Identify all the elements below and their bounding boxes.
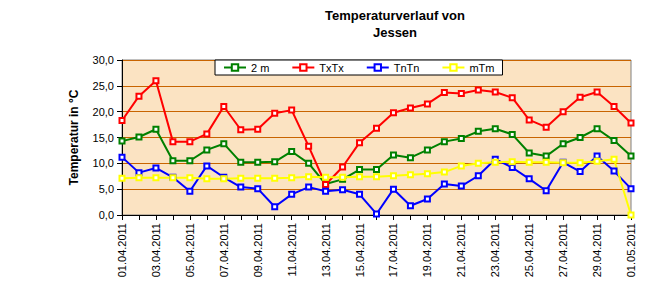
svg-text:5,0: 5,0 [99,183,114,195]
svg-text:TxTx: TxTx [319,62,344,74]
svg-text:01.04.2011: 01.04.2011 [116,223,128,277]
svg-text:27.04.2011: 27.04.2011 [557,223,569,277]
svg-text:10,0: 10,0 [93,157,114,169]
svg-text:Jessen: Jessen [373,25,417,40]
svg-text:29.04.2011: 29.04.2011 [591,223,603,277]
svg-text:21.04.2011: 21.04.2011 [455,223,467,277]
svg-text:13.04.2011: 13.04.2011 [320,223,332,277]
svg-text:Temperaturverlauf von: Temperaturverlauf von [325,8,465,23]
svg-text:0,0: 0,0 [99,209,114,221]
svg-text:07.04.2011: 07.04.2011 [218,223,230,277]
svg-text:TnTn: TnTn [394,62,420,74]
svg-text:01.05.2011: 01.05.2011 [625,223,637,277]
svg-text:30,0: 30,0 [93,54,114,66]
svg-text:mTm: mTm [469,62,494,74]
svg-text:05.04.2011: 05.04.2011 [184,223,196,277]
svg-text:15,0: 15,0 [93,132,114,144]
svg-text:11.04.2011: 11.04.2011 [286,223,298,276]
svg-text:09.04.2011: 09.04.2011 [252,223,264,277]
svg-text:Temperatur in °C: Temperatur in °C [67,89,81,185]
svg-text:23.04.2011: 23.04.2011 [489,223,501,277]
svg-text:19.04.2011: 19.04.2011 [421,223,433,277]
svg-text:2 m: 2 m [251,62,269,74]
svg-text:20,0: 20,0 [93,106,114,118]
svg-text:17.04.2011: 17.04.2011 [387,223,399,277]
svg-text:25.04.2011: 25.04.2011 [523,223,535,277]
svg-text:15.04.2011: 15.04.2011 [354,223,366,277]
svg-text:03.04.2011: 03.04.2011 [150,223,162,277]
svg-text:25,0: 25,0 [93,80,114,92]
